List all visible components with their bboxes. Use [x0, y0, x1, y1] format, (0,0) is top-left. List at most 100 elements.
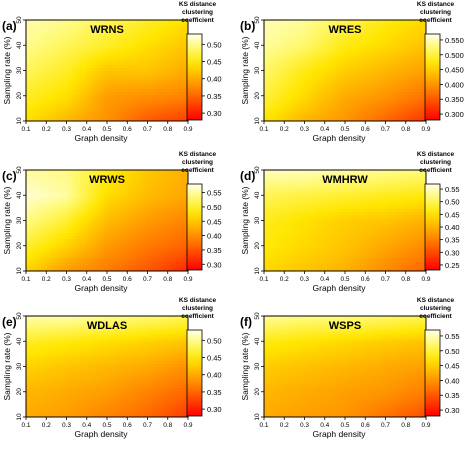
- heatmap-cell: [167, 31, 171, 36]
- heatmap-cell: [309, 100, 313, 104]
- heatmap-cell: [399, 109, 403, 113]
- heatmap-cell: [47, 193, 51, 198]
- heatmap-cell: [92, 34, 96, 39]
- heatmap-cell: [363, 94, 367, 98]
- heatmap-cell: [339, 67, 343, 72]
- heatmap-cell: [38, 79, 42, 83]
- heatmap-cell: [342, 118, 346, 122]
- heatmap-cell: [372, 52, 376, 57]
- heatmap-cell: [101, 88, 105, 92]
- heatmap-cell: [86, 238, 90, 242]
- heatmap-cell: [330, 20, 334, 24]
- heatmap-cell: [306, 55, 310, 60]
- heatmap-cell: [264, 97, 268, 101]
- heatmap-cell: [351, 100, 355, 104]
- heatmap-cell: [47, 262, 51, 266]
- heatmap-cell: [173, 103, 177, 107]
- heatmap-cell: [110, 259, 114, 263]
- heatmap-cell: [62, 229, 66, 233]
- heatmap-cell: [173, 115, 177, 119]
- heatmap-cell: [363, 46, 367, 51]
- heatmap-cell: [137, 115, 141, 119]
- heatmap-cell: [285, 58, 289, 63]
- heatmap-cell: [137, 49, 141, 54]
- heatmap-cell: [143, 109, 147, 113]
- heatmap-cell: [396, 37, 400, 42]
- heatmap-cell: [29, 199, 33, 204]
- heatmap-cell: [104, 115, 108, 119]
- heatmap-cell: [113, 115, 117, 119]
- heatmap-cell: [369, 31, 373, 36]
- heatmap-cell: [143, 103, 147, 107]
- heatmap-cell: [86, 259, 90, 263]
- heatmap-cell: [288, 118, 292, 122]
- heatmap-cell: [170, 61, 174, 66]
- heatmap-cell: [170, 103, 174, 107]
- heatmap-cell: [285, 97, 289, 101]
- heatmap-cell: [86, 268, 90, 272]
- heatmap-cell: [56, 184, 60, 189]
- heatmap-cell: [101, 112, 105, 116]
- heatmap-cell: [399, 88, 403, 92]
- heatmap-cell: [125, 241, 129, 245]
- heatmap-cell: [285, 46, 289, 51]
- heatmap-cell: [35, 28, 39, 33]
- heatmap-cell: [131, 103, 135, 107]
- heatmap-cell: [131, 235, 135, 239]
- heatmap-cell: [65, 43, 69, 48]
- heatmap-cell: [113, 175, 117, 180]
- heatmap-cell: [161, 46, 165, 51]
- heatmap-cell: [89, 217, 93, 222]
- heatmap-cell: [74, 226, 78, 231]
- heatmap-cell: [267, 70, 271, 75]
- heatmap-cell: [101, 25, 105, 30]
- heatmap-cell: [381, 85, 385, 89]
- heatmap-cell: [366, 43, 370, 48]
- heatmap-cell: [101, 91, 105, 95]
- heatmap-cell: [315, 73, 319, 78]
- heatmap-cell: [134, 97, 138, 101]
- heatmap-cell: [32, 103, 36, 107]
- heatmap-cell: [77, 76, 81, 81]
- heatmap-cell: [149, 73, 153, 78]
- heatmap-cell: [110, 175, 114, 180]
- heatmap-cell: [50, 253, 54, 257]
- heatmap-cell: [366, 112, 370, 116]
- heatmap-cell: [26, 34, 30, 39]
- heatmap-cell: [101, 94, 105, 98]
- heatmap-cell: [41, 85, 45, 89]
- heatmap-cell: [179, 37, 183, 42]
- heatmap-cell: [420, 88, 424, 92]
- heatmap-cell: [71, 55, 75, 60]
- heatmap-cell: [101, 259, 105, 263]
- heatmap-cell: [62, 253, 66, 257]
- heatmap-cell: [315, 85, 319, 89]
- heatmap-cell: [297, 34, 301, 39]
- heatmap-cell: [59, 97, 63, 101]
- heatmap-cell: [318, 70, 322, 75]
- heatmap-cell: [414, 20, 418, 24]
- heatmap-cell: [110, 103, 114, 107]
- heatmap-cell: [378, 115, 382, 119]
- heatmap-cell: [62, 196, 66, 201]
- heatmap-cell: [29, 64, 33, 69]
- heatmap-cell: [53, 199, 57, 204]
- heatmap-cell: [83, 214, 87, 219]
- heatmap-cell: [101, 170, 105, 174]
- heatmap-cell: [29, 46, 33, 51]
- heatmap-cell: [143, 25, 147, 30]
- heatmap-cell: [77, 46, 81, 51]
- heatmap-cell: [38, 220, 42, 225]
- heatmap-cell: [119, 202, 123, 207]
- heatmap-cell: [182, 109, 186, 113]
- heatmap-cell: [357, 109, 361, 113]
- heatmap-cell: [116, 199, 120, 204]
- heatmap-cell: [98, 256, 102, 260]
- heatmap-cell: [62, 61, 66, 66]
- heatmap-cell: [297, 20, 301, 24]
- heatmap-cell: [285, 37, 289, 42]
- heatmap-cell: [402, 82, 406, 86]
- heatmap-cell: [140, 112, 144, 116]
- heatmap-cell: [152, 85, 156, 89]
- heatmap-cell: [303, 40, 307, 45]
